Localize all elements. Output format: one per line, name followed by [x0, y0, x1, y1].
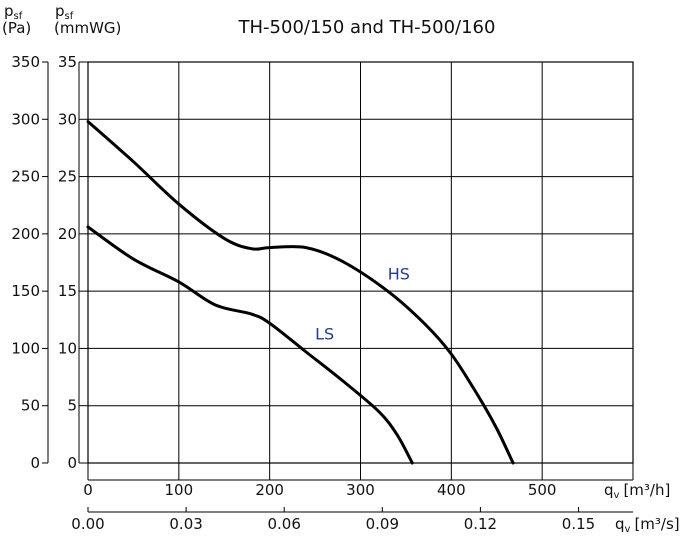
- y-axis-pa-unit: (Pa): [2, 19, 31, 37]
- y-tick-label-pa: 300: [11, 110, 40, 128]
- y-tick-label-mmwg: 0: [67, 454, 77, 472]
- x-axis-m3h-label: qv [m³/h]: [604, 481, 670, 501]
- x-tick-label-m3h: 500: [528, 481, 557, 499]
- x-tick-label-m3s: 0.15: [562, 515, 595, 533]
- y-tick-label-pa: 350: [11, 53, 40, 71]
- x-tick-label-m3h: 200: [255, 481, 284, 499]
- y-tick-label-pa: 200: [11, 225, 40, 243]
- x-tick-label-m3h: 0: [83, 481, 93, 499]
- y-axis-mmwg-unit: (mmWG): [54, 19, 121, 37]
- x-axis-m3s-label: qv [m³/s]: [615, 515, 680, 535]
- y-tick-label-pa: 50: [21, 397, 40, 415]
- series-labels: HS LS: [315, 265, 410, 344]
- y-tick-label-mmwg: 5: [67, 397, 77, 415]
- y-tick-label-mmwg: 15: [58, 282, 77, 300]
- chart-title: TH-500/150 and TH-500/160: [238, 17, 496, 38]
- y-tick-label-mmwg: 25: [58, 168, 77, 186]
- y-tick-label-mmwg: 10: [58, 339, 77, 357]
- axes: [42, 61, 634, 513]
- y-tick-label-pa: 250: [11, 168, 40, 186]
- x-tick-label-m3s: 0.12: [464, 515, 497, 533]
- series-label-ls: LS: [315, 324, 334, 343]
- y-axis-pa-label: psf: [4, 2, 23, 22]
- x-tick-label-m3s: 0.09: [366, 515, 399, 533]
- curve-hs: [86, 120, 515, 465]
- y-tick-label-mmwg: 35: [58, 53, 77, 71]
- y-axis-mmwg-label: psf: [55, 2, 74, 22]
- x-tick-label-m3h: 100: [165, 481, 194, 499]
- y-tick-label-pa: 100: [11, 339, 40, 357]
- x-tick-label-m3s: 0.00: [71, 515, 104, 533]
- grid-lines: [88, 61, 634, 463]
- y-tick-label-mmwg: 30: [58, 110, 77, 128]
- x-tick-label-m3s: 0.06: [267, 515, 300, 533]
- x-tick-label-m3h: 400: [437, 481, 466, 499]
- curve-ls: [86, 225, 414, 465]
- data-series: [86, 120, 515, 465]
- x-tick-label-m3s: 0.03: [169, 515, 202, 533]
- y-tick-label-pa: 0: [30, 454, 40, 472]
- x-tick-label-m3h: 300: [346, 481, 375, 499]
- series-label-hs: HS: [388, 265, 410, 284]
- y-tick-label-mmwg: 20: [58, 225, 77, 243]
- y-tick-label-pa: 150: [11, 282, 40, 300]
